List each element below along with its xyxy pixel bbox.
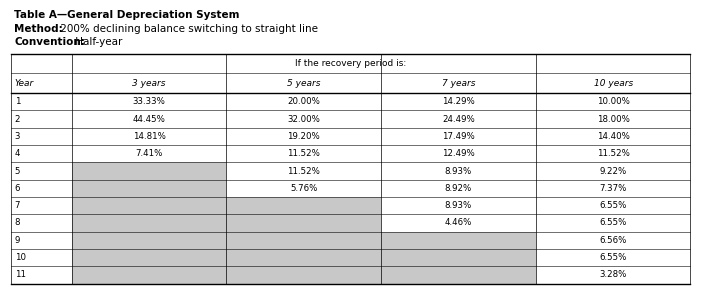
Text: 14.29%: 14.29% <box>442 97 475 106</box>
Text: Convention:: Convention: <box>14 37 85 47</box>
Bar <box>226 197 381 284</box>
Text: 10: 10 <box>15 253 26 262</box>
Bar <box>72 162 226 284</box>
Text: 8: 8 <box>15 218 20 227</box>
Text: 8.92%: 8.92% <box>445 184 472 193</box>
Text: 44.45%: 44.45% <box>132 115 165 124</box>
Text: 9.22%: 9.22% <box>599 166 627 175</box>
Text: 18.00%: 18.00% <box>597 115 629 124</box>
Text: 200% declining balance switching to straight line: 200% declining balance switching to stra… <box>57 24 318 34</box>
Text: 6.55%: 6.55% <box>599 218 627 227</box>
Text: 12.49%: 12.49% <box>442 149 475 158</box>
Text: 6: 6 <box>15 184 20 193</box>
Text: 3 years: 3 years <box>132 79 166 88</box>
Text: 7.41%: 7.41% <box>135 149 163 158</box>
Text: 6.55%: 6.55% <box>599 201 627 210</box>
Text: Table A—General Depreciation System: Table A—General Depreciation System <box>14 10 240 20</box>
Text: 11: 11 <box>15 271 26 280</box>
Text: 14.40%: 14.40% <box>597 132 629 141</box>
Text: 8.93%: 8.93% <box>445 201 472 210</box>
Text: 3: 3 <box>15 132 20 141</box>
Text: 11.52%: 11.52% <box>287 166 320 175</box>
Text: 20.00%: 20.00% <box>287 97 320 106</box>
Text: 3.28%: 3.28% <box>599 271 627 280</box>
Text: 5 years: 5 years <box>287 79 320 88</box>
Text: 7 years: 7 years <box>442 79 475 88</box>
Text: 6.55%: 6.55% <box>599 253 627 262</box>
Text: 6.56%: 6.56% <box>599 236 627 245</box>
Text: 10.00%: 10.00% <box>597 97 629 106</box>
Text: 24.49%: 24.49% <box>442 115 475 124</box>
Text: 14.81%: 14.81% <box>132 132 165 141</box>
Text: 8.93%: 8.93% <box>445 166 472 175</box>
Text: 32.00%: 32.00% <box>287 115 320 124</box>
Text: 4.46%: 4.46% <box>444 218 472 227</box>
Text: 5.76%: 5.76% <box>290 184 318 193</box>
Text: 7: 7 <box>15 201 20 210</box>
Text: 5: 5 <box>15 166 20 175</box>
Text: 1: 1 <box>15 97 20 106</box>
Text: 10 years: 10 years <box>594 79 633 88</box>
Text: 11.52%: 11.52% <box>597 149 629 158</box>
Text: 9: 9 <box>15 236 20 245</box>
Text: 7.37%: 7.37% <box>599 184 627 193</box>
Text: Year: Year <box>15 79 34 88</box>
Text: 19.20%: 19.20% <box>287 132 320 141</box>
Text: Method:: Method: <box>14 24 63 34</box>
Text: 11.52%: 11.52% <box>287 149 320 158</box>
Text: 17.49%: 17.49% <box>442 132 475 141</box>
Text: 33.33%: 33.33% <box>132 97 165 106</box>
Bar <box>381 232 536 284</box>
Text: 2: 2 <box>15 115 20 124</box>
Text: Half-year: Half-year <box>72 37 122 47</box>
Text: 4: 4 <box>15 149 20 158</box>
Text: If the recovery period is:: If the recovery period is: <box>295 59 406 68</box>
